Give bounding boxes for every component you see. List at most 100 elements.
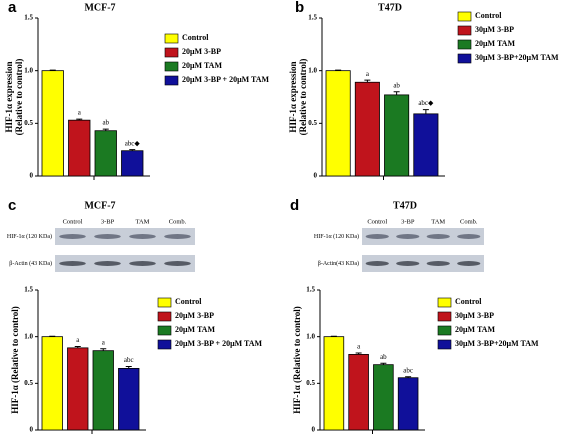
legend-swatch	[157, 339, 172, 350]
panel-label: c	[8, 197, 16, 214]
y-tick-label: 1.0	[24, 66, 33, 74]
blot-lane-label: 3-BP	[401, 218, 415, 225]
significance-label: a	[78, 109, 82, 117]
legend-swatch	[437, 325, 452, 336]
blot-row-label: HIF-1α (120 KDa)	[7, 233, 52, 240]
bar	[41, 336, 63, 431]
error-bar	[393, 91, 400, 95]
blot-lane-label: TAM	[431, 218, 445, 225]
chart-title: T47D	[393, 200, 417, 211]
chart-title: MCF-7	[84, 200, 115, 211]
bar	[325, 70, 351, 177]
bar	[354, 81, 380, 177]
blot-lane-label: Control	[367, 218, 387, 225]
bar	[348, 353, 369, 431]
bar	[41, 70, 64, 177]
y-tick-label: 0.5	[306, 379, 315, 387]
blot-band	[365, 261, 389, 266]
significance-label: abc◆	[418, 99, 434, 107]
blot-band	[164, 234, 191, 239]
error-bar	[335, 69, 342, 71]
blot-strip	[55, 228, 195, 245]
blot-band	[94, 261, 121, 266]
bar	[92, 350, 114, 431]
bar	[118, 367, 140, 431]
y-tick-label: 1.0	[306, 332, 315, 340]
blot-band	[129, 234, 156, 239]
blot-strip	[362, 228, 484, 245]
bar	[94, 130, 117, 177]
y-tick-label: 1.0	[308, 66, 317, 74]
y-axis-label: HIF-1α (Relative to control)	[10, 306, 20, 414]
error-bar	[405, 376, 412, 378]
panel-label: a	[8, 0, 17, 16]
bar	[67, 347, 89, 431]
legend-label: 20μM TAM	[175, 325, 215, 334]
blot-row-label: HIF-1α (120 KDa)	[314, 233, 359, 240]
blot-row-label: β-Actin(43 KDa)	[318, 260, 359, 267]
blot-band	[365, 234, 389, 239]
error-bar	[100, 348, 107, 351]
legend-swatch	[157, 311, 172, 322]
blot-band	[457, 261, 481, 266]
legend-swatch	[457, 53, 472, 64]
legend-label: 20μM TAM	[475, 39, 515, 48]
significance-label: ab	[393, 81, 400, 89]
error-bar	[129, 149, 136, 151]
error-bar	[74, 345, 81, 348]
bar	[68, 119, 91, 177]
significance-label: abc	[124, 356, 134, 364]
significance-label: a	[366, 70, 370, 78]
significance-label: ab	[380, 353, 387, 361]
error-bar	[125, 366, 132, 369]
legend-swatch	[157, 297, 172, 308]
bar	[373, 364, 394, 431]
blot-band	[457, 234, 481, 239]
legend-label: 20μM 3-BP + 20μM TAM	[182, 75, 270, 84]
y-tick-label: 0	[30, 426, 34, 434]
blot-row-label: β-Actin (43 KDa)	[9, 260, 52, 267]
legend-swatch	[164, 47, 179, 58]
legend-swatch	[437, 339, 452, 350]
y-axis-label: (Relative to control)	[14, 59, 24, 136]
blot-lane-label: TAM	[136, 218, 150, 225]
legend-label: 20μM 3-BP + 20μM TAM	[175, 339, 263, 348]
y-axis-label: (Relative to control)	[298, 59, 308, 136]
y-axis-label: HIF-1α (Relative to control)	[292, 306, 302, 414]
significance-label: a	[76, 336, 80, 344]
y-tick-label: 1.5	[24, 14, 33, 22]
blot-band	[426, 234, 450, 239]
bar	[384, 94, 410, 177]
legend-label: Control	[455, 297, 482, 306]
y-tick-label: 0	[314, 172, 318, 180]
y-tick-label: 0.5	[24, 379, 33, 387]
panel-label: d	[290, 197, 299, 214]
y-tick-label: 0	[312, 426, 316, 434]
legend-swatch	[457, 11, 472, 22]
legend-swatch	[457, 39, 472, 50]
legend-swatch	[164, 61, 179, 72]
error-bar	[355, 352, 362, 355]
legend-swatch	[437, 297, 452, 308]
legend-label: 30μM 3-BP	[475, 25, 514, 34]
blot-band	[94, 234, 121, 239]
legend-label: 20μM 3-BP	[182, 47, 221, 56]
panel-label: b	[295, 0, 304, 16]
blot-lane-label: Comb.	[460, 218, 478, 225]
blot-lane-label: 3-BP	[101, 218, 115, 225]
y-axis-label: HIF-1α expression	[4, 61, 14, 132]
significance-label: abc	[403, 366, 413, 374]
y-tick-label: 0	[30, 172, 34, 180]
chart-title: T47D	[378, 2, 402, 13]
y-axis-label: HIF-1α expression	[288, 61, 298, 132]
significance-label: abc◆	[125, 139, 141, 147]
blot-band	[396, 261, 420, 266]
legend-label: 20μM TAM	[182, 61, 222, 70]
legend-swatch	[157, 325, 172, 336]
bar	[413, 113, 439, 177]
blot-lane-label: Comb.	[169, 218, 187, 225]
significance-label: a	[102, 338, 106, 346]
blot-band	[396, 234, 420, 239]
legend-label: 20μM TAM	[455, 325, 495, 334]
